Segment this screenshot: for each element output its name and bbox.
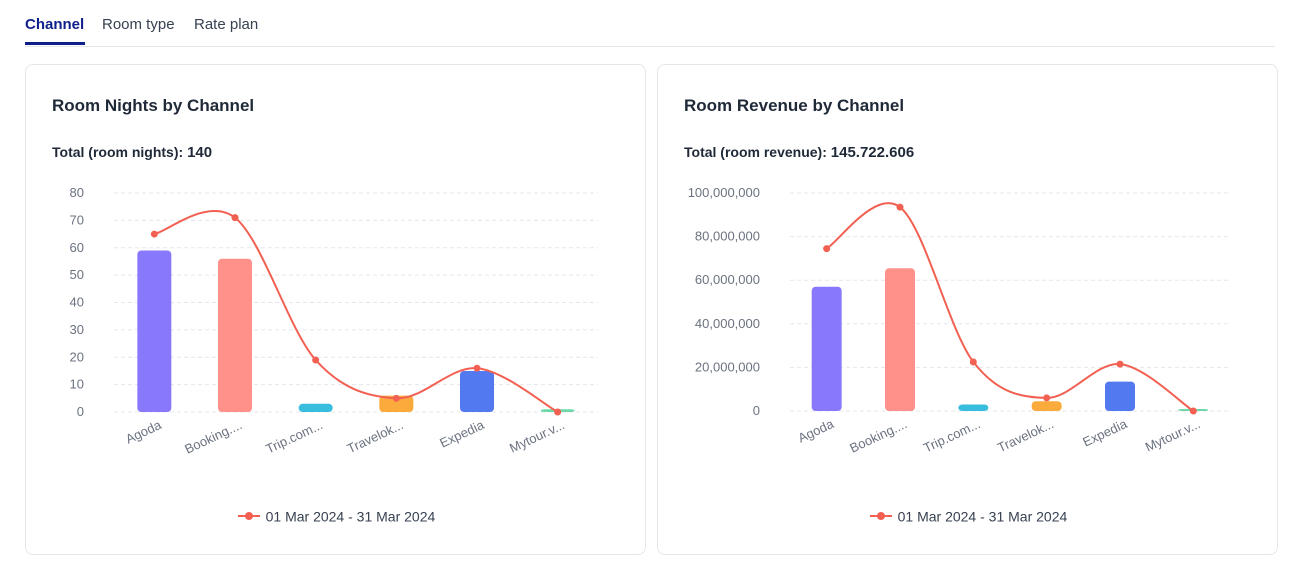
y-tick-label: 100,000,000 xyxy=(688,185,760,200)
line-point xyxy=(896,203,904,211)
x-tick-label: Travelok... xyxy=(345,417,406,456)
room-nights-card: Room Nights by Channel Total (room night… xyxy=(25,64,646,555)
y-tick-label: 60 xyxy=(70,240,84,255)
y-tick-label: 60,000,000 xyxy=(695,272,760,287)
tab-channel[interactable]: Channel xyxy=(25,16,85,33)
card-title: Room Nights by Channel xyxy=(52,96,255,115)
line-point xyxy=(231,214,239,222)
y-tick-label: 10 xyxy=(70,377,84,392)
room-nights-chart: 0 10 20 30 40 50 60 70 80 Agoda Booking.... Trip.co… xyxy=(70,185,598,457)
y-tick-label: 40,000,000 xyxy=(695,316,760,331)
chart-legend[interactable]: 01 Mar 2024 - 31 Mar 2024 xyxy=(26,507,647,524)
x-tick-label: Mytour.v... xyxy=(1143,416,1203,455)
legend-line-marker xyxy=(869,511,892,521)
trend-line xyxy=(826,202,1194,412)
bar-booking xyxy=(218,258,252,412)
line-point xyxy=(1189,407,1197,415)
room-revenue-chart: 0 20,000,000 40,000,000 60,000,000 80,000,00… xyxy=(688,185,1230,456)
y-tick-label: 50 xyxy=(70,267,84,282)
card-title: Room Revenue by Channel xyxy=(684,96,905,115)
bar-agoda xyxy=(137,250,172,412)
legend-line-marker xyxy=(237,511,260,521)
line-point xyxy=(150,230,158,238)
legend-label: 01 Mar 2024 - 31 Mar 2024 xyxy=(265,508,436,525)
bar-expedia xyxy=(460,370,494,412)
total-label: Total (room revenue): xyxy=(684,144,827,160)
active-tab-indicator xyxy=(25,42,85,45)
line-point xyxy=(312,356,320,364)
y-tick-label: 80,000,000 xyxy=(695,229,760,244)
total-value: 145.722.606 xyxy=(830,144,915,161)
y-tick-label: 20 xyxy=(70,349,84,364)
total-summary: Total (room revenue): 145.722.606 xyxy=(684,144,914,161)
x-tick-label: Expedia xyxy=(437,417,487,451)
line-point xyxy=(1043,394,1051,402)
x-tick-label: Booking.... xyxy=(847,416,909,456)
chart-legend[interactable]: 01 Mar 2024 - 31 Mar 2024 xyxy=(658,507,1279,524)
y-tick-label: 40 xyxy=(70,295,84,310)
trend-line xyxy=(154,210,559,413)
total-value: 140 xyxy=(187,144,213,161)
bar-trip-com xyxy=(958,404,989,411)
line-point xyxy=(554,408,562,416)
bar-agoda xyxy=(811,286,842,411)
bar-expedia xyxy=(1105,381,1135,411)
line-point xyxy=(473,364,481,372)
room-revenue-card: Room Revenue by Channel Total (room reve… xyxy=(657,64,1278,555)
x-tick-label: Trip.com... xyxy=(263,417,325,456)
tab-bar: Channel Room type Rate plan xyxy=(25,0,1275,47)
x-tick-label: Agoda xyxy=(796,416,837,446)
y-tick-label: 0 xyxy=(77,404,84,419)
tab-room-type[interactable]: Room type xyxy=(102,16,175,33)
x-tick-label: Expedia xyxy=(1080,416,1130,450)
y-tick-label: 80 xyxy=(70,185,84,200)
line-point xyxy=(823,245,831,253)
y-tick-label: 30 xyxy=(70,322,84,337)
y-tick-label: 20,000,000 xyxy=(695,359,760,374)
bar-booking xyxy=(885,268,915,411)
bar-travelok xyxy=(379,395,414,412)
total-summary: Total (room nights): 140 xyxy=(52,144,212,161)
y-tick-label: 0 xyxy=(753,403,760,418)
total-label: Total (room nights): xyxy=(52,144,184,160)
x-tick-label: Travelok... xyxy=(995,416,1056,455)
line-point xyxy=(1116,360,1124,368)
x-tick-label: Agoda xyxy=(123,417,164,447)
line-point xyxy=(969,358,977,366)
x-tick-label: Mytour.v... xyxy=(507,417,567,456)
x-tick-label: Trip.com... xyxy=(921,416,983,455)
x-tick-label: Booking.... xyxy=(182,417,244,457)
legend-label: 01 Mar 2024 - 31 Mar 2024 xyxy=(897,508,1068,525)
line-point xyxy=(392,394,400,402)
tab-rate-plan[interactable]: Rate plan xyxy=(194,16,259,33)
y-tick-label: 70 xyxy=(70,212,84,227)
bar-trip-com xyxy=(298,403,333,412)
bar-travelok xyxy=(1031,401,1062,411)
